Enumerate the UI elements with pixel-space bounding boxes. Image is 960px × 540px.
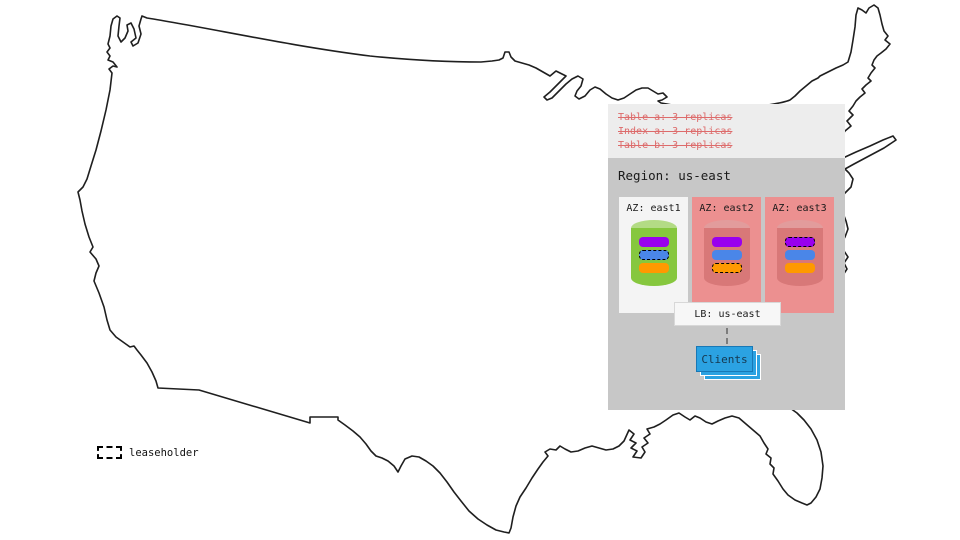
az-east2-label: AZ: east2: [699, 203, 754, 214]
region-title: Region: us-east: [618, 168, 731, 183]
az-east3-label: AZ: east3: [772, 203, 827, 214]
az-east2-box: AZ: east2: [692, 197, 761, 313]
clients-box: Clients: [696, 346, 753, 372]
az-row: AZ: east1 AZ: east2: [619, 197, 834, 313]
policy-index-a: Index a: 3 replicas: [618, 126, 733, 137]
replica-bar-orange-leaseholder: [711, 263, 742, 273]
replica-bar-orange: [784, 263, 815, 273]
replica-bar-blue: [784, 250, 815, 260]
clients-label: Clients: [696, 346, 753, 372]
replica-bars: [711, 237, 742, 273]
replica-bar-purple: [638, 237, 669, 247]
leaseholder-swatch-icon: [97, 446, 122, 459]
region-panel: Region: us-east AZ: east1 AZ: east2: [608, 158, 845, 410]
lb-clients-connector: [726, 328, 728, 344]
replica-bar-purple: [711, 237, 742, 247]
az-east1-label: AZ: east1: [626, 203, 681, 214]
policy-table-b: Table b: 3 replicas: [618, 140, 733, 151]
az-east3-box: AZ: east3: [765, 197, 834, 313]
replica-bar-blue-leaseholder: [638, 250, 669, 260]
leaseholder-label: leaseholder: [129, 446, 199, 459]
replica-bars: [784, 237, 815, 273]
replica-bars: [638, 237, 669, 273]
replica-bar-blue: [711, 250, 742, 260]
az-east1-box: AZ: east1: [619, 197, 688, 313]
load-balancer-box: LB: us-east: [674, 302, 781, 326]
policy-table-a: Table a: 3 replicas: [618, 112, 733, 123]
database-cylinder-east1: [630, 220, 677, 286]
replica-bar-purple-leaseholder: [784, 237, 815, 247]
leaseholder-legend: leaseholder: [97, 446, 199, 459]
replica-bar-orange: [638, 263, 669, 273]
database-cylinder-east3: [776, 220, 823, 286]
load-balancer-label: LB: us-east: [694, 308, 761, 320]
replication-policies-panel: Table a: 3 replicas Index a: 3 replicas …: [608, 104, 845, 158]
database-cylinder-east2: [703, 220, 750, 286]
